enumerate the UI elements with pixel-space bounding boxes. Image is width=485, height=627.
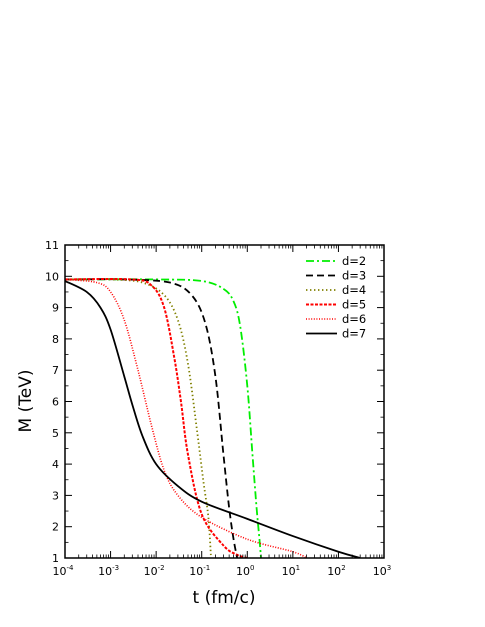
legend-label-d=7: d=7: [342, 327, 366, 341]
series-line-d=4: [65, 278, 212, 558]
y-tick-label: 9: [52, 302, 59, 315]
x-axis-title: t (fm/c): [193, 588, 256, 608]
series-line-d=5: [65, 277, 248, 558]
series-line-d=7: [65, 280, 361, 558]
x-tick-label: 10-2: [144, 564, 165, 578]
x-tick-label: 10-3: [98, 564, 119, 578]
series-layer: [65, 277, 361, 558]
y-tick-label: 7: [52, 364, 59, 377]
y-tick-label: 3: [52, 489, 59, 502]
y-tick-label: 8: [52, 333, 59, 346]
x-tick-label: 103: [373, 564, 391, 578]
y-axis-title: M (TeV): [16, 370, 36, 433]
legend: d=2d=3d=4d=5d=6d=7: [306, 254, 366, 341]
legend-label-d=5: d=5: [342, 298, 366, 312]
legend-label-d=6: d=6: [342, 312, 366, 326]
y-tick-label: 5: [52, 427, 59, 440]
series-line-d=6: [65, 278, 307, 558]
y-tick-label: 11: [45, 239, 59, 252]
legend-label-d=4: d=4: [342, 283, 366, 297]
y-tick-label: 4: [52, 458, 59, 471]
series-line-d=2: [65, 278, 262, 558]
legend-label-d=2: d=2: [342, 254, 366, 268]
x-tick-label: 101: [282, 564, 300, 578]
x-tick-label: 100: [236, 564, 254, 578]
x-tick-label: 102: [327, 564, 345, 578]
legend-label-d=3: d=3: [342, 269, 366, 283]
y-tick-label: 2: [52, 521, 59, 534]
ticks-layer: 10-4 10-3 10-2 10-1 100 101 102 103 1 2 3 4 5 6 7 8 9 10 1…: [45, 239, 391, 578]
y-tick-label: 6: [52, 396, 59, 409]
x-tick-label: 10-1: [189, 564, 210, 578]
y-tick-label: 10: [45, 270, 59, 283]
series-line-d=3: [65, 278, 239, 558]
x-tick-label: 10-4: [53, 564, 75, 578]
y-tick-label: 1: [52, 552, 59, 565]
